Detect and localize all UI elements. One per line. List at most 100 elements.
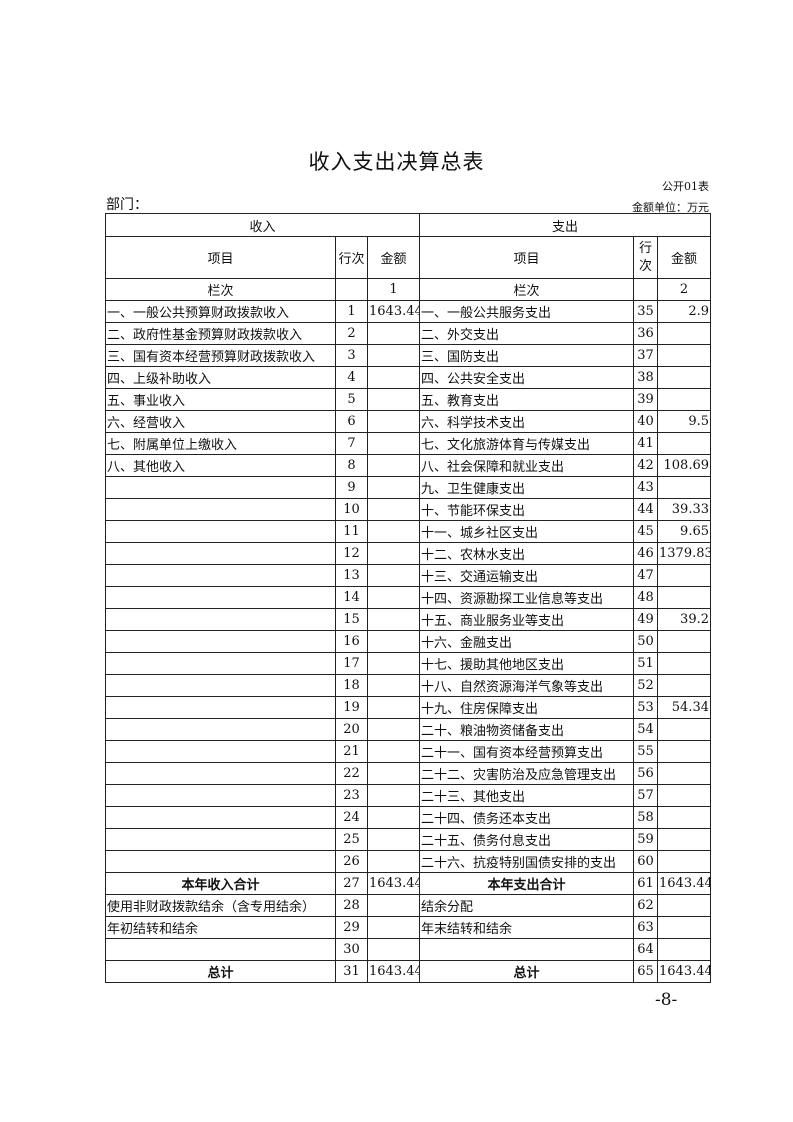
income-row-number: 16 bbox=[335, 630, 368, 653]
income-amount bbox=[367, 344, 420, 367]
table-row: 23 二十三、其他支出 57 bbox=[105, 784, 711, 807]
table-row: 年初结转和结余 29 年末结转和结余 63 bbox=[105, 916, 711, 939]
income-row-number: 25 bbox=[335, 828, 368, 851]
table-row: 24 二十四、债务还本支出 58 bbox=[105, 806, 711, 829]
income-amount bbox=[367, 828, 420, 851]
income-column-number: 1 bbox=[367, 278, 420, 301]
income-item bbox=[105, 520, 336, 543]
income-amount: 1643.44 bbox=[367, 872, 420, 895]
income-item bbox=[105, 652, 336, 675]
income-amount bbox=[367, 740, 420, 763]
expense-item bbox=[419, 938, 634, 961]
expense-item: 本年支出合计 bbox=[419, 872, 634, 895]
expense-row-number: 57 bbox=[633, 784, 658, 807]
income-item: 年初结转和结余 bbox=[105, 916, 336, 939]
income-amount bbox=[367, 718, 420, 741]
expense-amount: 9.65 bbox=[657, 520, 711, 543]
expense-row-number: 37 bbox=[633, 344, 658, 367]
income-row-number: 15 bbox=[335, 608, 368, 631]
expense-row-number: 64 bbox=[633, 938, 658, 961]
unit-label: 金额单位：万元 bbox=[632, 201, 709, 214]
income-row-number: 20 bbox=[335, 718, 368, 741]
expense-item: 十、节能环保支出 bbox=[419, 498, 634, 521]
expense-amount bbox=[657, 938, 711, 961]
income-item bbox=[105, 828, 336, 851]
income-amount bbox=[367, 938, 420, 961]
table-row: 六、经营收入 6 六、科学技术支出 40 9.5 bbox=[105, 410, 711, 433]
table-row: 15 十五、商业服务业等支出 49 39.2 bbox=[105, 608, 711, 631]
page-number: -8- bbox=[655, 990, 678, 1010]
expense-amount bbox=[657, 322, 711, 345]
income-item bbox=[105, 608, 336, 631]
expense-item: 二、外交支出 bbox=[419, 322, 634, 345]
empty-cell bbox=[633, 278, 658, 301]
income-item bbox=[105, 696, 336, 719]
income-item: 使用非财政拨款结余（含专用结余） bbox=[105, 894, 336, 917]
expense-row-number: 50 bbox=[633, 630, 658, 653]
expense-item: 二十六、抗疫特别国债安排的支出 bbox=[419, 850, 634, 873]
table-row: 10 十、节能环保支出 44 39.33 bbox=[105, 498, 711, 521]
expense-item: 八、社会保障和就业支出 bbox=[419, 454, 634, 477]
expense-item: 一、一般公共服务支出 bbox=[419, 300, 634, 323]
income-amount bbox=[367, 476, 420, 499]
income-amount bbox=[367, 674, 420, 697]
expense-row-number: 60 bbox=[633, 850, 658, 873]
expense-amount: 108.69 bbox=[657, 454, 711, 477]
total-row: 总计 31 1643.44 总计 65 1643.44 bbox=[105, 960, 711, 983]
expense-item: 二十四、债务还本支出 bbox=[419, 806, 634, 829]
table-row: 17 十七、援助其他地区支出 51 bbox=[105, 652, 711, 675]
income-row-number: 8 bbox=[335, 454, 368, 477]
expense-item: 二十五、债务付息支出 bbox=[419, 828, 634, 851]
income-item bbox=[105, 850, 336, 873]
income-header: 收入 bbox=[105, 213, 420, 237]
income-amount bbox=[367, 432, 420, 455]
expense-item: 十八、自然资源海洋气象等支出 bbox=[419, 674, 634, 697]
expense-amount bbox=[657, 806, 711, 829]
income-item bbox=[105, 542, 336, 565]
income-amount bbox=[367, 366, 420, 389]
table-row: 19 十九、住房保障支出 53 54.34 bbox=[105, 696, 711, 719]
income-row-number: 9 bbox=[335, 476, 368, 499]
expense-row-number: 46 bbox=[633, 542, 658, 565]
income-amount bbox=[367, 388, 420, 411]
income-amount bbox=[367, 608, 420, 631]
income-row-number: 12 bbox=[335, 542, 368, 565]
form-number: 公开01表 bbox=[662, 180, 709, 193]
expense-item-header: 项目 bbox=[419, 236, 634, 279]
expense-amount: 1643.44 bbox=[657, 872, 711, 895]
income-item bbox=[105, 740, 336, 763]
income-amount bbox=[367, 498, 420, 521]
income-item bbox=[105, 564, 336, 587]
expense-item: 十六、金融支出 bbox=[419, 630, 634, 653]
expense-row-number: 49 bbox=[633, 608, 658, 631]
table-row: 30 64 bbox=[105, 938, 711, 961]
income-row-number: 28 bbox=[335, 894, 368, 917]
expense-item: 十一、城乡社区支出 bbox=[419, 520, 634, 543]
expense-amount bbox=[657, 586, 711, 609]
expense-row-number: 65 bbox=[633, 960, 658, 983]
expense-amount bbox=[657, 718, 711, 741]
expense-amount: 54.34 bbox=[657, 696, 711, 719]
income-amount bbox=[367, 542, 420, 565]
expense-column-label: 栏次 bbox=[419, 278, 634, 301]
table-row: 11 十一、城乡社区支出 45 9.65 bbox=[105, 520, 711, 543]
income-row-number: 14 bbox=[335, 586, 368, 609]
expense-amount bbox=[657, 762, 711, 785]
income-amount bbox=[367, 586, 420, 609]
income-row-number: 23 bbox=[335, 784, 368, 807]
expense-amount: 1643.44 bbox=[657, 960, 711, 983]
expense-item: 二十三、其他支出 bbox=[419, 784, 634, 807]
table-row: 四、上级补助收入 4 四、公共安全支出 38 bbox=[105, 366, 711, 389]
expense-item: 二十二、灾害防治及应急管理支出 bbox=[419, 762, 634, 785]
expense-column-number: 2 bbox=[657, 278, 711, 301]
expense-item: 十七、援助其他地区支出 bbox=[419, 652, 634, 675]
expense-item: 二十、粮油物资储备支出 bbox=[419, 718, 634, 741]
income-amount bbox=[367, 696, 420, 719]
expense-row-number: 53 bbox=[633, 696, 658, 719]
expense-row-number: 55 bbox=[633, 740, 658, 763]
income-amount-header: 金额 bbox=[367, 236, 420, 279]
income-item: 三、国有资本经营预算财政拨款收入 bbox=[105, 344, 336, 367]
income-row-number: 17 bbox=[335, 652, 368, 675]
expense-amount: 2.9 bbox=[657, 300, 711, 323]
table-row: 14 十四、资源勘探工业信息等支出 48 bbox=[105, 586, 711, 609]
